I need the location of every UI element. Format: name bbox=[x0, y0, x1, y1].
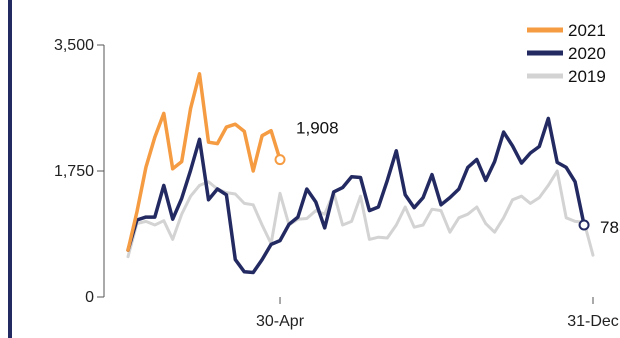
end-marker-2021 bbox=[274, 154, 286, 166]
y-tick-label: 0 bbox=[85, 289, 94, 306]
left-accent-bar bbox=[8, 0, 12, 338]
x-tick-label: 30-Apr bbox=[256, 313, 305, 330]
legend-label-2021: 2021 bbox=[568, 21, 606, 40]
legend-label-2020: 2020 bbox=[568, 44, 606, 63]
series-line-2021 bbox=[126, 72, 282, 252]
end-value-label-2021: 1,908 bbox=[296, 119, 339, 138]
y-axis: 0 1,750 3,500 bbox=[54, 37, 105, 306]
end-marker-2020 bbox=[578, 219, 590, 231]
legend-label-2019: 2019 bbox=[568, 67, 606, 86]
series-lines bbox=[126, 72, 595, 275]
y-tick-label: 1,750 bbox=[54, 163, 94, 180]
series-line-2020 bbox=[126, 116, 586, 275]
end-markers: 1,908 783 bbox=[274, 119, 620, 237]
x-tick-label: 31-Dec bbox=[567, 313, 619, 330]
y-tick-label: 3,500 bbox=[54, 37, 94, 54]
end-value-label-2020: 783 bbox=[600, 218, 620, 237]
legend: 2021 2020 2019 bbox=[527, 21, 606, 86]
x-axis: 30-Apr 31-Dec bbox=[256, 297, 619, 330]
